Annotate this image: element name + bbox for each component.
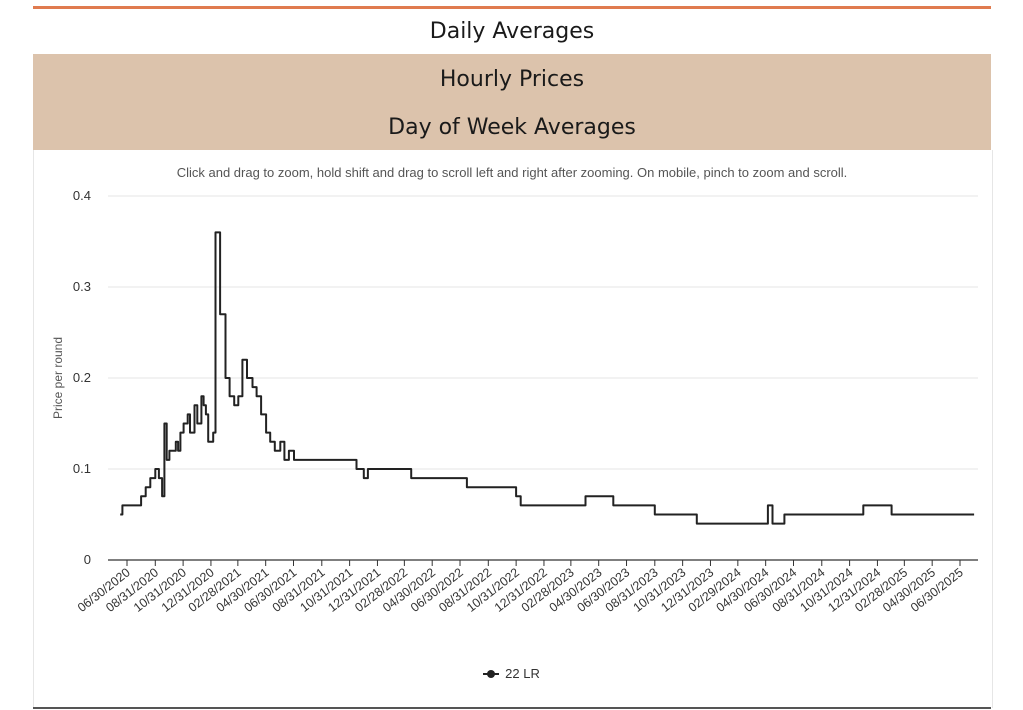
tab-hourly-prices[interactable]: Hourly Prices — [439, 67, 585, 92]
accent-bar — [33, 6, 991, 9]
tab-band — [33, 54, 991, 150]
y-axis-label: Price per round — [51, 337, 65, 419]
tab-day-of-week-averages[interactable]: Day of Week Averages — [388, 115, 636, 140]
y-tick-label: 0.2 — [73, 370, 91, 385]
chart-legend: 22 LR — [0, 666, 1023, 683]
y-tick-label: 0.3 — [73, 279, 91, 294]
line-marker-icon — [483, 668, 500, 680]
bottom-divider — [33, 707, 991, 709]
y-tick-label: 0.4 — [73, 188, 91, 203]
chart-area[interactable] — [33, 150, 993, 708]
y-tick-label: 0.1 — [73, 461, 91, 476]
legend-item-22lr[interactable]: 22 LR — [483, 666, 540, 681]
price-history-panel: Daily Averages Hourly Prices Day of Week… — [33, 0, 993, 710]
legend-label: 22 LR — [505, 666, 540, 681]
tab-daily-averages[interactable]: Daily Averages — [33, 16, 991, 54]
zoom-hint: Click and drag to zoom, hold shift and d… — [176, 165, 848, 180]
series-line-0 — [120, 231, 975, 525]
y-tick-label: 0 — [84, 552, 91, 567]
